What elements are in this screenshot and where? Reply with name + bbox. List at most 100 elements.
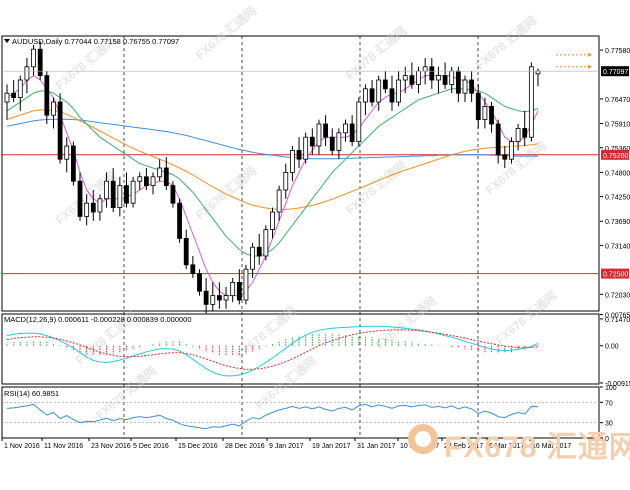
candle [163,157,169,190]
candle [475,84,481,129]
rsi-line [6,403,539,430]
macd-signal-line [6,329,539,370]
candle [97,194,103,221]
candle [436,66,441,94]
price-tick-label: 0.72030 [605,292,630,299]
candle-body [64,145,70,160]
watermark-chinese: 汇通网 [546,431,630,464]
date-tick-label: 15 Dec 2016 [178,443,218,450]
candle [170,181,176,208]
price-tick-label: 0.71470 [605,317,630,324]
candle-body [515,127,521,142]
candle [177,198,182,243]
candle [455,66,461,102]
panel-frame-2 [1,386,600,439]
candle-body [97,198,103,213]
candle [57,93,63,164]
date-tick-label: 19 Jan 2017 [312,443,351,450]
arrow-head-0 [588,52,592,57]
candle-body [323,123,329,138]
candle-body [77,180,83,217]
candle-body [489,106,494,125]
candle-body [436,75,441,81]
candle-body [84,202,90,217]
candle-body [256,246,262,257]
candle-body [442,75,448,85]
candle-body [482,106,488,121]
candle-body [316,123,322,147]
candle-body [157,167,163,178]
watermark-10: FX678 汇通网 [372,293,439,353]
ma-blue-line [6,118,538,160]
fx678-watermark: FX678 汇通网 [408,418,630,468]
candle-body [389,88,395,103]
candle [489,102,494,133]
panel-titles: AUDUSD,Daily 0.77044 0.77158 0.76755 0.7… [4,37,192,398]
current-price-label: 0.77097 [603,69,628,76]
candle [243,264,249,305]
candle-body [356,101,362,142]
watermark-text: FX678 汇通网 [444,422,630,466]
candle-body [4,92,10,103]
rsi-panel [2,401,599,430]
candle [84,194,90,226]
price-tick-label: 0.74250 [605,195,630,202]
candle-body [31,48,36,68]
watermark-brand: FX678 [444,431,538,464]
candle-body [90,202,96,213]
candle [376,75,382,111]
candle [11,80,17,102]
watermark-7: FX678 汇通网 [482,138,549,198]
macd-title: MACD(12,26,9) 0.000611 -0.000228 0.00083… [4,315,192,324]
macd-tick-label: -0.00915 [605,381,630,388]
date-tick-label: 31 Jan 2017 [357,443,396,450]
candle-body [51,101,56,116]
watermark-3: FX678 汇通网 [472,13,539,73]
candle [17,75,23,111]
candle-body [363,88,368,103]
candle [509,137,514,164]
candle [197,269,202,296]
candle-body [137,176,143,182]
rsi-tick-label: 70 [605,400,613,407]
candle [442,62,448,89]
candle-body [502,154,508,160]
candle [37,41,43,80]
candle [190,256,196,278]
candle [363,84,368,116]
current-price-box [601,66,629,77]
candle [143,168,149,190]
candle-body [263,229,269,257]
candle-body [429,66,435,81]
candle-body [177,202,182,239]
candle-body [230,281,236,296]
candle-body [150,176,156,187]
date-tick-label: 28 Dec 2016 [225,443,265,450]
date-tick-label: 5 Dec 2016 [133,443,169,450]
candle [104,172,109,208]
panel-frame-1 [1,313,600,385]
candle-body [329,136,335,151]
candle-body [270,211,275,231]
candle [157,159,163,182]
candle [44,71,50,124]
candle-body [250,246,255,270]
candle-body [70,145,76,182]
candle-body [296,149,302,160]
candle-body [402,75,408,81]
price-tick-label: 0.77580 [605,48,630,55]
candle [409,62,415,89]
candle-body [183,237,189,266]
watermark-6: FX678 汇通网 [342,158,409,218]
axes: 0.77580 0.76470 0.75910 0.75360 0.74800 0.742… [1,48,630,450]
candle-body [197,273,202,292]
watermark-1: FX678 汇通网 [192,3,259,63]
candle-body [117,185,123,209]
candle-body [11,92,17,98]
macd-panel [6,325,539,377]
candle-body [17,79,23,99]
price-tick-label: 0.73690 [605,219,630,226]
date-tick-label: 22 Feb 2017 [444,443,483,450]
candle-body [283,171,289,191]
